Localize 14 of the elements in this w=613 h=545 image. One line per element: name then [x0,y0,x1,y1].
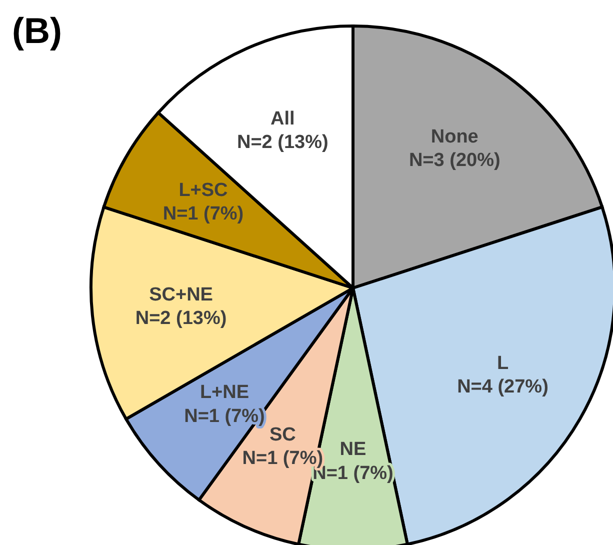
data-label: N=3 (20%) [408,150,500,172]
slice-label: NE [340,439,366,460]
data-label: N=2 (13%) [135,308,227,330]
slice-label: None [430,126,478,148]
slice-label: L+NE [200,382,250,404]
slice-label: All [270,108,295,130]
slice-label: L [496,352,509,374]
slice-label: SC [269,424,296,446]
data-label: N=2 (13%) [236,132,328,154]
chart-title: (B) [12,10,62,52]
data-label: N=1 (7%) [162,204,244,225]
slice-label: SC+NE [149,284,213,306]
data-label: N=4 (27%) [457,376,548,398]
slice-label: L+SC [178,180,228,201]
